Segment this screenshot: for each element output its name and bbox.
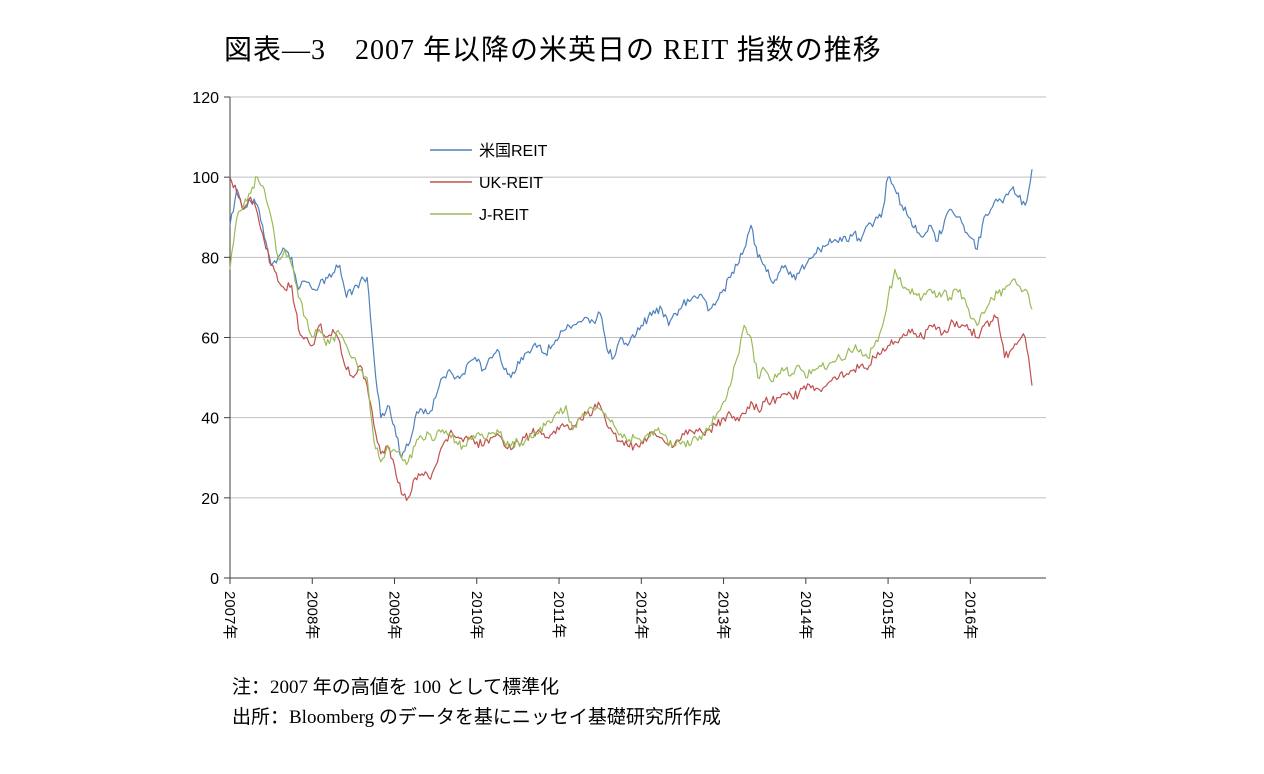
x-tick-label: 2012年 [632,591,649,639]
x-tick-label: 2008年 [303,591,320,639]
y-tick-label: 60 [201,331,219,348]
x-tick-label: 2011年 [550,591,567,638]
x-tick-label: 2016年 [961,591,978,639]
legend-label-uk-reit: UK-REIT [479,175,543,192]
x-tick-label: 2010年 [468,591,485,639]
x-tick-label: 2013年 [715,591,732,639]
y-tick-label: 100 [192,170,219,187]
legend-item-us-reit: 米国REIT [430,142,548,160]
x-tick-label: 2014年 [797,591,814,639]
y-tick-label: 0 [210,571,219,588]
x-tick-label: 2009年 [386,591,403,639]
legend-label-j-reit: J-REIT [479,207,529,224]
legend-item-uk-reit: UK-REIT [430,175,543,192]
note-standardization: 注：2007 年の高値を 100 として標準化 [232,677,560,698]
y-tick-label: 40 [201,411,219,428]
legend: 米国REIT UK-REIT J-REIT [430,142,548,224]
chart-title: 図表―3 2007 年以降の米英日の REIT 指数の推移 [224,35,882,66]
legend-label-us-reit: 米国REIT [479,142,548,160]
x-tick-label: 2015年 [879,591,896,639]
note-source: 出所：Bloomberg のデータを基にニッセイ基礎研究所作成 [232,707,721,728]
x-tick-label: 2007年 [221,591,238,639]
y-tick-label: 120 [192,90,219,107]
y-tick-label: 20 [201,491,219,508]
series-line-us-reit [229,169,1033,459]
y-tick-label: 80 [201,250,219,267]
series-line-j-reit [229,176,1033,466]
legend-item-j-reit: J-REIT [430,207,529,224]
